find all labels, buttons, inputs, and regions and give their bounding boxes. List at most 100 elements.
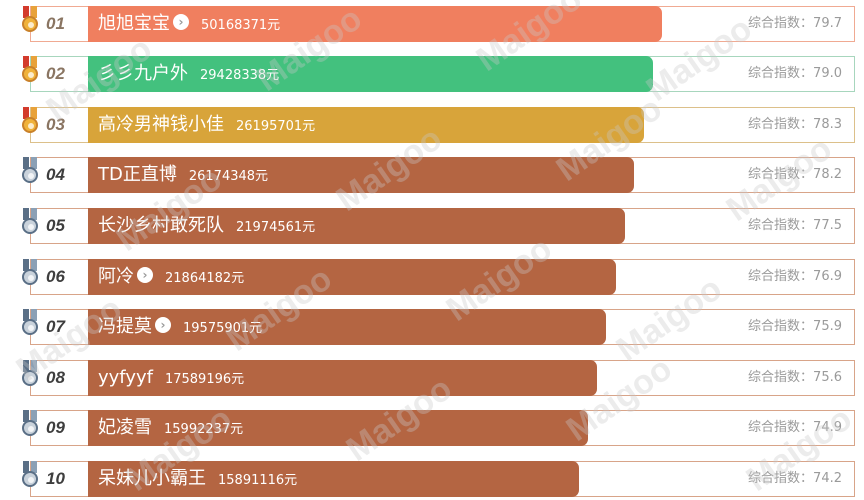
income-value: 19575901元	[183, 321, 263, 336]
score-label: 综合指数：	[748, 167, 814, 182]
rank-number: 02	[46, 64, 65, 83]
score-value: 79.7	[813, 16, 842, 31]
silver-medal-icon	[20, 309, 40, 337]
ranking-bar	[88, 56, 653, 92]
ranking-row[interactable]: 09 妃凌雪 15992237元 综合指数：74.9	[0, 410, 864, 446]
score-label: 综合指数：	[748, 117, 814, 132]
ranking-bar	[88, 461, 579, 497]
ranking-row[interactable]: 01 旭旭宝宝 › 50168371元 综合指数：79.7	[0, 6, 864, 42]
streamer-name-group: 冯提莫 › 19575901元	[98, 309, 262, 345]
income-value: 29428338元	[200, 68, 280, 83]
silver-medal-icon	[20, 208, 40, 236]
streamer-name-group: TD正直博 26174348元	[98, 157, 268, 193]
streamer-name-group: 妃凌雪 15992237元	[98, 410, 243, 446]
score-group: 综合指数：79.7	[748, 6, 842, 42]
gold-medal-icon	[20, 56, 40, 84]
silver-medal-icon	[20, 157, 40, 185]
streamer-name[interactable]: 妃凌雪	[98, 417, 152, 438]
score-value: 77.5	[813, 218, 842, 233]
streamer-name[interactable]: 冯提莫	[98, 316, 152, 337]
silver-medal-icon	[20, 410, 40, 438]
score-label: 综合指数：	[748, 16, 814, 31]
ranking-row[interactable]: 10 呆妹儿小霸王 15891116元 综合指数：74.2	[0, 461, 864, 497]
score-group: 综合指数：78.2	[748, 157, 842, 193]
ranking-row[interactable]: 08 yyfyyf 17589196元 综合指数：75.6	[0, 360, 864, 396]
streamer-name[interactable]: TD正直博	[98, 164, 177, 185]
score-value: 76.9	[813, 269, 842, 284]
income-value: 26195701元	[236, 119, 316, 134]
score-value: 78.2	[813, 167, 842, 182]
streamer-name[interactable]: 阿冷	[98, 266, 134, 287]
streamer-name-group: 呆妹儿小霸王 15891116元	[98, 461, 297, 497]
score-label: 综合指数：	[748, 420, 814, 435]
chevron-right-icon[interactable]: ›	[155, 317, 171, 333]
streamer-name-group: 彡彡九户外 29428338元	[98, 56, 279, 92]
gold-medal-icon	[20, 107, 40, 135]
score-value: 74.2	[813, 471, 842, 486]
score-label: 综合指数：	[748, 319, 814, 334]
streamer-name-group: 阿冷 › 21864182元	[98, 259, 244, 295]
score-label: 综合指数：	[748, 218, 814, 233]
rank-number: 10	[46, 469, 65, 488]
ranking-row[interactable]: 06 阿冷 › 21864182元 综合指数：76.9	[0, 259, 864, 295]
chevron-right-icon[interactable]: ›	[173, 14, 189, 30]
ranking-row[interactable]: 02 彡彡九户外 29428338元 综合指数：79.0	[0, 56, 864, 92]
income-value: 21864182元	[165, 271, 245, 286]
rank-number: 05	[46, 216, 65, 235]
rank-number: 04	[46, 165, 65, 184]
ranking-bar	[88, 309, 606, 345]
rank-number: 09	[46, 418, 65, 437]
income-value: 50168371元	[201, 18, 281, 33]
score-value: 78.3	[813, 117, 842, 132]
income-value: 17589196元	[164, 372, 245, 387]
gold-medal-icon	[20, 6, 40, 34]
score-group: 综合指数：78.3	[748, 107, 842, 143]
rank-number: 07	[46, 317, 65, 336]
streamer-name-group: 旭旭宝宝 › 50168371元	[98, 6, 280, 42]
ranking-row[interactable]: 03 高冷男神钱小佳 26195701元 综合指数：78.3	[0, 107, 864, 143]
chevron-right-icon[interactable]: ›	[137, 267, 153, 283]
streamer-name[interactable]: yyfyyf	[98, 367, 153, 388]
ranking-row[interactable]: 04 TD正直博 26174348元 综合指数：78.2	[0, 157, 864, 193]
streamer-name[interactable]: 呆妹儿小霸王	[98, 468, 206, 489]
score-label: 综合指数：	[748, 370, 814, 385]
ranking-bar	[88, 157, 634, 193]
ranking-bar	[88, 360, 597, 396]
score-label: 综合指数：	[748, 471, 814, 486]
score-value: 75.6	[813, 370, 842, 385]
ranking-bar	[88, 107, 644, 143]
score-group: 综合指数：77.5	[748, 208, 842, 244]
rank-number: 03	[46, 115, 65, 134]
streamer-name-group: 长沙乡村敢死队 21974561元	[98, 208, 315, 244]
rank-number: 06	[46, 267, 65, 286]
score-value: 79.0	[813, 66, 842, 81]
ranking-bar	[88, 208, 625, 244]
score-value: 75.9	[813, 319, 842, 334]
score-group: 综合指数：76.9	[748, 259, 842, 295]
silver-medal-icon	[20, 259, 40, 287]
silver-medal-icon	[20, 461, 40, 489]
streamer-name[interactable]: 旭旭宝宝	[98, 13, 170, 34]
streamer-name-group: yyfyyf 17589196元	[98, 360, 244, 396]
score-label: 综合指数：	[748, 269, 814, 284]
streamer-name[interactable]: 长沙乡村敢死队	[98, 215, 224, 236]
ranking-row[interactable]: 05 长沙乡村敢死队 21974561元 综合指数：77.5	[0, 208, 864, 244]
rank-number: 08	[46, 368, 65, 387]
score-group: 综合指数：74.9	[748, 410, 842, 446]
income-value: 15891116元	[218, 473, 298, 488]
streamer-name[interactable]: 高冷男神钱小佳	[98, 114, 224, 135]
streamer-name[interactable]: 彡彡九户外	[98, 63, 188, 84]
score-value: 74.9	[813, 420, 842, 435]
score-group: 综合指数：79.0	[748, 56, 842, 92]
silver-medal-icon	[20, 360, 40, 388]
streamer-name-group: 高冷男神钱小佳 26195701元	[98, 107, 315, 143]
ranking-row[interactable]: 07 冯提莫 › 19575901元 综合指数：75.9	[0, 309, 864, 345]
score-group: 综合指数：75.9	[748, 309, 842, 345]
income-value: 15992237元	[164, 422, 244, 437]
ranking-bar	[88, 410, 588, 446]
score-group: 综合指数：75.6	[748, 360, 842, 396]
ranking-bar	[88, 259, 616, 295]
income-value: 26174348元	[188, 169, 269, 184]
rank-number: 01	[46, 14, 65, 33]
income-value: 21974561元	[236, 220, 316, 235]
